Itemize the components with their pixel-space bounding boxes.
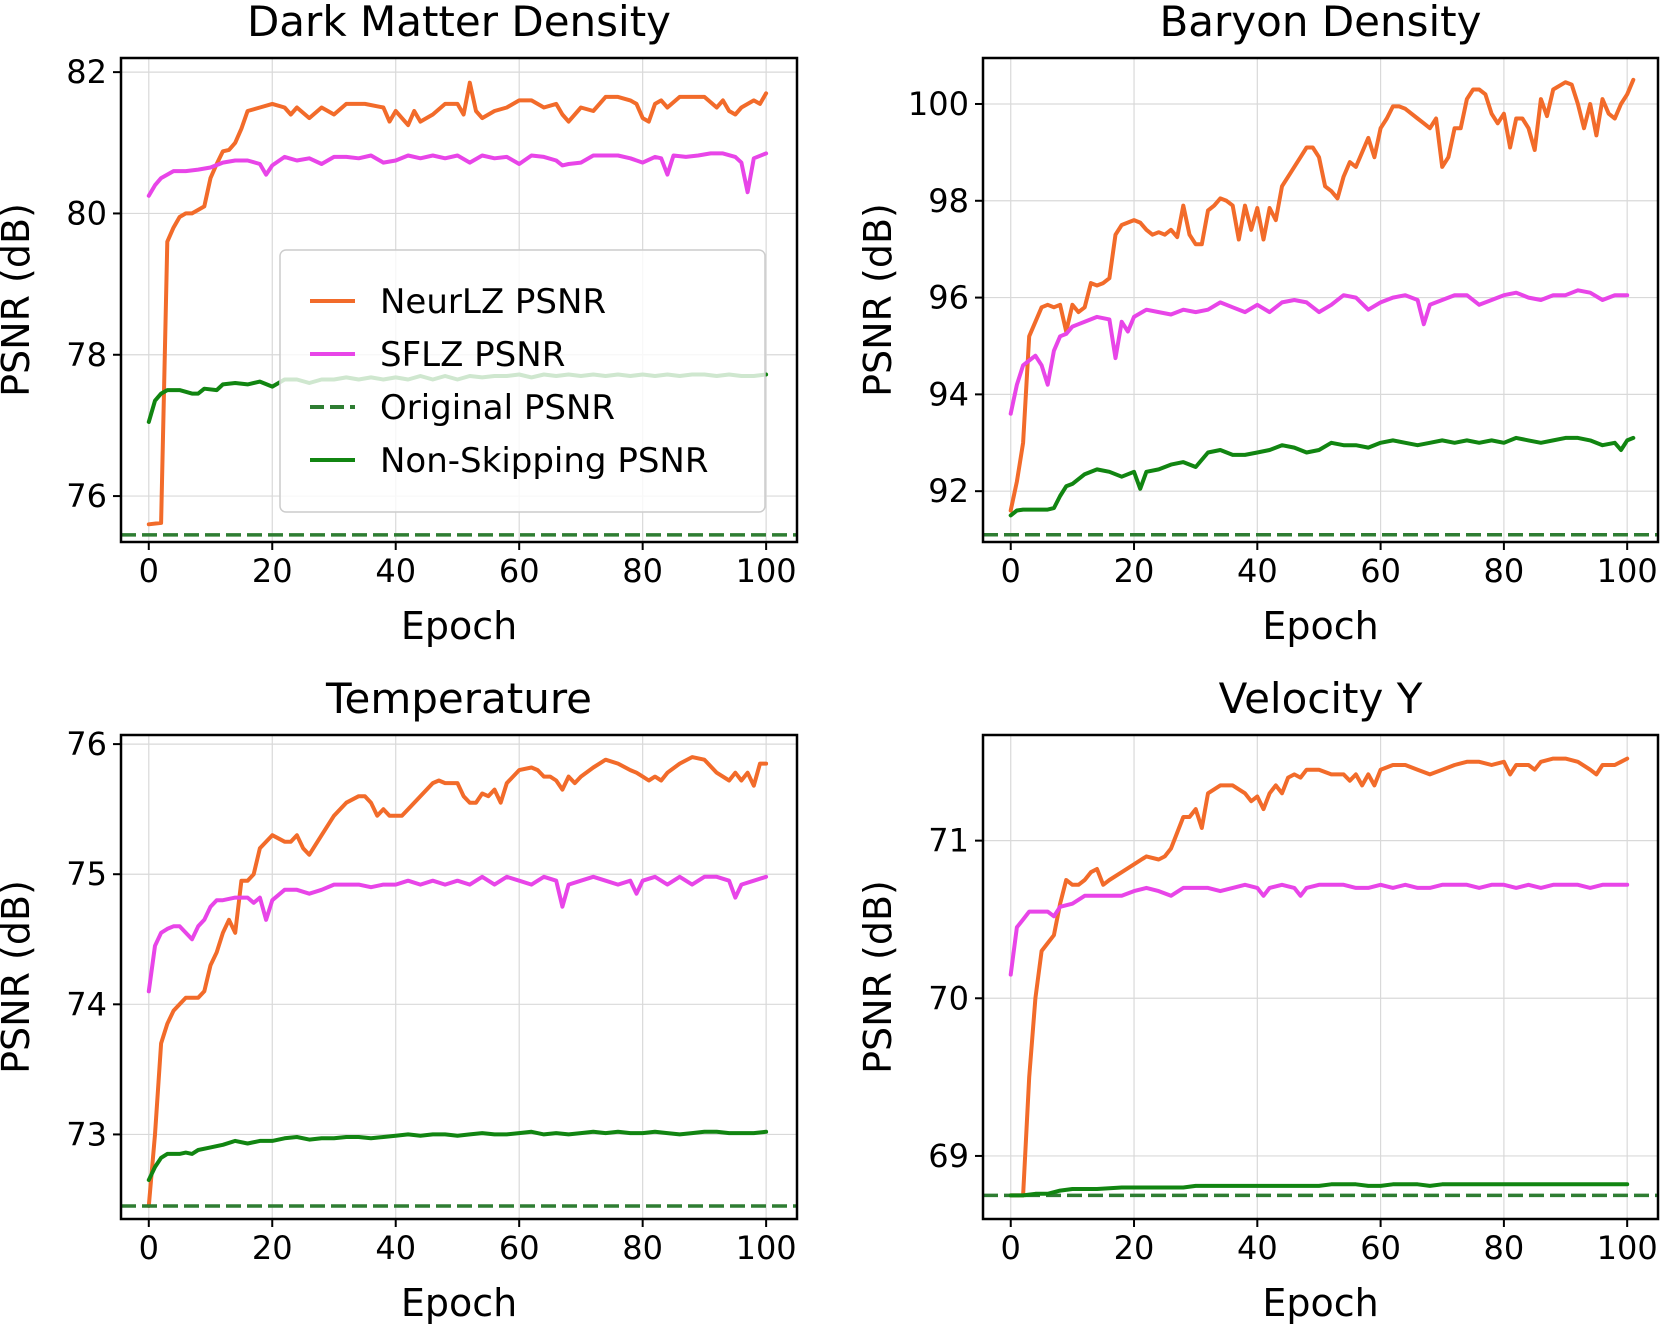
x-tick-label: 0 [1001,552,1021,590]
x-tick-label: 60 [499,1229,540,1267]
y-axis-label: PSNR (dB) [856,203,900,397]
y-tick-label: 78 [66,336,107,374]
x-tick-label: 80 [1484,1229,1525,1267]
series-line-non-skipping-psnr [1008,435,1636,518]
x-tick-label: 40 [375,552,416,590]
y-axis-label: PSNR (dB) [856,880,900,1074]
series-line-neurlz-psnr [146,80,769,527]
x-axis-label: Epoch [1262,604,1378,648]
y-tick-label: 100 [908,85,969,123]
series-line-non-skipping-psnr [146,1129,769,1182]
y-tick-label: 69 [928,1137,969,1175]
y-tick-label: 76 [66,725,107,763]
y-tick-label: 71 [928,822,969,860]
x-tick-label: 20 [252,552,293,590]
x-tick-label: 80 [622,1229,663,1267]
legend-label-neurlz-psnr: NeurLZ PSNR [380,282,606,322]
x-tick-label: 60 [1360,552,1401,590]
y-tick-label: 96 [928,279,969,317]
panel-title: Baryon Density [1159,0,1481,46]
x-tick-label: 100 [736,1229,797,1267]
x-tick-label: 20 [1114,1229,1155,1267]
y-axis-label: PSNR (dB) [0,880,38,1074]
axes-frame [119,733,799,1221]
grid [983,58,1658,542]
axes-frame [981,733,1660,1221]
legend-label-original-psnr: Original PSNR [380,388,615,428]
axes-frame [119,56,799,544]
y-tick-label: 92 [928,472,969,510]
y-tick-label: 94 [928,375,969,413]
y-tick-label: 75 [66,855,107,893]
x-tick-label: 100 [736,552,797,590]
x-axis-label: Epoch [1262,1281,1378,1324]
panel-dark-matter-density: 0 20 40 60 80 100 76 78 80 82 Dark Matter Density E… [0,0,799,648]
series-group [983,77,1658,537]
x-tick-label: 40 [375,1229,416,1267]
x-tick-label: 60 [499,552,540,590]
series-line-sflz-psnr [1008,882,1630,977]
y-tick-label: 74 [66,985,107,1023]
panel-baryon-density: 0 20 40 60 80 100 92 94 96 98 100 Baryon Density Epo… [856,0,1660,648]
series-line-sflz-psnr [146,151,769,198]
x-tick-label: 0 [139,1229,159,1267]
series-line-non-skipping-psnr [1008,1182,1630,1198]
x-tick-label: 40 [1237,1229,1278,1267]
x-tick-label: 60 [1360,1229,1401,1267]
panel-velocity-y: 0 20 40 60 80 100 69 70 71 Velocity Y Epoch PSNR (d… [856,674,1660,1324]
x-tick-label: 40 [1237,552,1278,590]
series-line-neurlz-psnr [146,755,769,1208]
x-tick-label: 0 [1001,1229,1021,1267]
series-line-neurlz-psnr [1008,756,1630,1198]
panel-title: Dark Matter Density [247,0,671,46]
y-axis-label: PSNR (dB) [0,203,38,397]
y-tick-label: 73 [66,1115,107,1153]
series-group [983,756,1658,1198]
y-tick-label: 70 [928,979,969,1017]
legend-label-non-skipping-psnr: Non-Skipping PSNR [380,441,708,481]
legend-label-sflz-psnr: SFLZ PSNR [380,335,565,375]
panel-title: Temperature [325,674,592,723]
legend: NeurLZ PSNR SFLZ PSNR Original PSNR Non-Ski… [279,249,766,513]
series-group [121,755,797,1208]
grid [983,735,1658,1219]
x-axis-label: Epoch [401,604,517,648]
x-tick-label: 20 [1114,552,1155,590]
y-tick-label: 80 [66,194,107,232]
x-tick-label: 20 [252,1229,293,1267]
panel-temperature: 0 20 40 60 80 100 73 74 75 76 Temperature Epoch PSNR… [0,674,799,1324]
x-axis-label: Epoch [401,1281,517,1324]
legend-box [279,249,766,513]
series-line-neurlz-psnr [1008,77,1636,513]
y-tick-label: 76 [66,477,107,515]
x-tick-label: 80 [622,552,663,590]
x-tick-label: 100 [1597,552,1658,590]
x-tick-label: 0 [139,552,159,590]
y-tick-label: 98 [928,182,969,220]
x-tick-label: 80 [1484,552,1525,590]
x-tick-label: 100 [1597,1229,1658,1267]
series-line-sflz-psnr [1008,288,1630,416]
y-tick-label: 82 [66,53,107,91]
series-line-sflz-psnr [146,874,769,994]
panel-title: Velocity Y [1219,674,1423,723]
axes-frame [981,56,1660,544]
